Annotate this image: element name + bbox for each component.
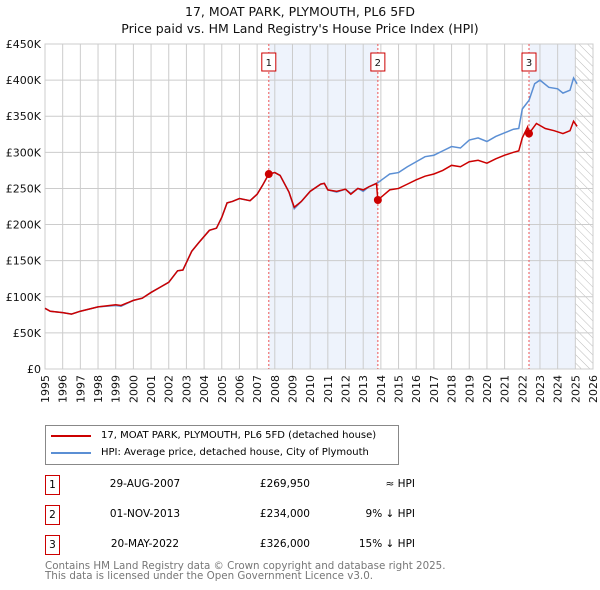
- x-tick-label: 2020: [481, 375, 494, 403]
- plot-frame: [44, 43, 594, 370]
- sale-row: 1 29-AUG-2007 £269,950 ≈ HPI: [45, 475, 415, 495]
- sale-row: 3 20-MAY-2022 £326,000 15% ↓ HPI: [45, 535, 415, 555]
- x-tick-label: 2017: [428, 375, 441, 403]
- y-tick-label: £300K: [6, 146, 42, 159]
- x-tick-label: 2007: [251, 375, 264, 403]
- sale-marker-box: [261, 52, 277, 72]
- x-tick-label: 2019: [463, 375, 476, 403]
- x-tick-label: 2024: [552, 375, 565, 403]
- legend-label-hpi: HPI: Average price, detached house, City…: [101, 447, 369, 458]
- footer-line: This data is licensed under the Open Gov…: [45, 570, 374, 582]
- sale-marker-box: [370, 52, 386, 72]
- legend-swatch-property: [51, 434, 91, 437]
- y-tick-label: £0: [27, 363, 41, 376]
- sale-point: [525, 129, 534, 138]
- x-tick-label: 2006: [233, 375, 246, 403]
- x-tick-label: 2009: [286, 375, 299, 403]
- x-tick-label: 2011: [322, 375, 335, 403]
- legend-label-property: 17, MOAT PARK, PLYMOUTH, PL6 5FD (detach…: [101, 430, 377, 441]
- x-tick-label: 2013: [357, 375, 370, 403]
- sale-marker-label: 3: [526, 58, 532, 69]
- y-tick-label: £100K: [6, 291, 42, 304]
- property-price-line: [44, 119, 578, 315]
- forecast-hatch: [575, 44, 593, 369]
- x-tick-label: 2026: [587, 375, 600, 403]
- sale-marker-label: 2: [375, 58, 381, 69]
- chart-subtitle: Price paid vs. HM Land Registry's House …: [121, 21, 479, 36]
- x-tick-label: 2000: [127, 375, 140, 403]
- shaded-period: [268, 44, 378, 369]
- sale-hpi: ≈ HPI: [385, 478, 415, 490]
- sale-marker: 1: [45, 475, 60, 495]
- sale-row: 2 01-NOV-2013 £234,000 9% ↓ HPI: [45, 505, 415, 525]
- x-tick-label: 1995: [39, 375, 52, 403]
- footer-line: Contains HM Land Registry data © Crown c…: [45, 560, 446, 572]
- sale-date: 01-NOV-2013: [109, 508, 181, 520]
- y-tick-label: £400K: [6, 74, 42, 87]
- price-chart: 1995 1996 1997 1998 1999 2000 2001 2002 2003 2004…: [6, 38, 600, 403]
- x-tick-label: 1997: [74, 375, 87, 403]
- y-tick-label: £150K: [6, 255, 42, 268]
- x-tick-label: 2014: [375, 375, 388, 403]
- x-tick-label: 2015: [393, 375, 406, 403]
- x-tick-label: 1998: [92, 375, 105, 403]
- sale-price: £269,950: [259, 478, 310, 490]
- sale-date: 20-MAY-2022: [110, 538, 180, 550]
- x-tick-label: 2016: [410, 375, 423, 403]
- x-tick-label: 2001: [145, 375, 158, 403]
- x-tick-label: 2008: [269, 375, 282, 403]
- x-tick-label: 1996: [57, 375, 70, 403]
- sale-hpi: 15% ↓ HPI: [358, 538, 415, 550]
- x-tick-label: 1999: [110, 375, 123, 403]
- legend-swatch-hpi: [51, 451, 91, 454]
- x-tick-label: 2018: [446, 375, 459, 403]
- sale-marker-label: 1: [266, 58, 272, 69]
- x-tick-label: 2002: [163, 375, 176, 403]
- legend: 17, MOAT PARK, PLYMOUTH, PL6 5FD (detach…: [45, 425, 399, 465]
- x-tick-label: 2010: [304, 375, 317, 403]
- y-tick-label: £250K: [6, 182, 42, 195]
- x-tick-label: 2022: [516, 375, 529, 403]
- x-tick-label: 2023: [534, 375, 547, 403]
- x-tick-label: 2003: [180, 375, 193, 403]
- sale-marker-box: [521, 52, 537, 72]
- sale-point: [373, 196, 382, 204]
- y-tick-label: £450K: [6, 38, 42, 51]
- sale-price: £234,000: [259, 508, 310, 520]
- x-tick-label: 2012: [340, 375, 353, 403]
- sale-hpi: 9% ↓ HPI: [365, 508, 415, 520]
- sale-marker: 2: [45, 505, 60, 525]
- chart-title: 17, MOAT PARK, PLYMOUTH, PL6 5FD: [185, 4, 415, 19]
- x-tick-label: 2021: [499, 375, 512, 403]
- sale-marker: 3: [45, 535, 60, 555]
- y-tick-label: £50K: [13, 327, 42, 340]
- x-tick-label: 2025: [569, 375, 582, 403]
- x-tick-label: 2004: [198, 375, 211, 403]
- y-tick-label: £200K: [6, 219, 42, 232]
- x-tick-label: 2005: [216, 375, 229, 403]
- shaded-period: [529, 44, 576, 369]
- footer: Contains HM Land Registry data © Crown c…: [45, 561, 446, 581]
- sale-date: 29-AUG-2007: [109, 478, 181, 490]
- sale-price: £326,000: [259, 538, 310, 550]
- sale-point: [264, 170, 273, 179]
- y-tick-label: £350K: [6, 110, 42, 123]
